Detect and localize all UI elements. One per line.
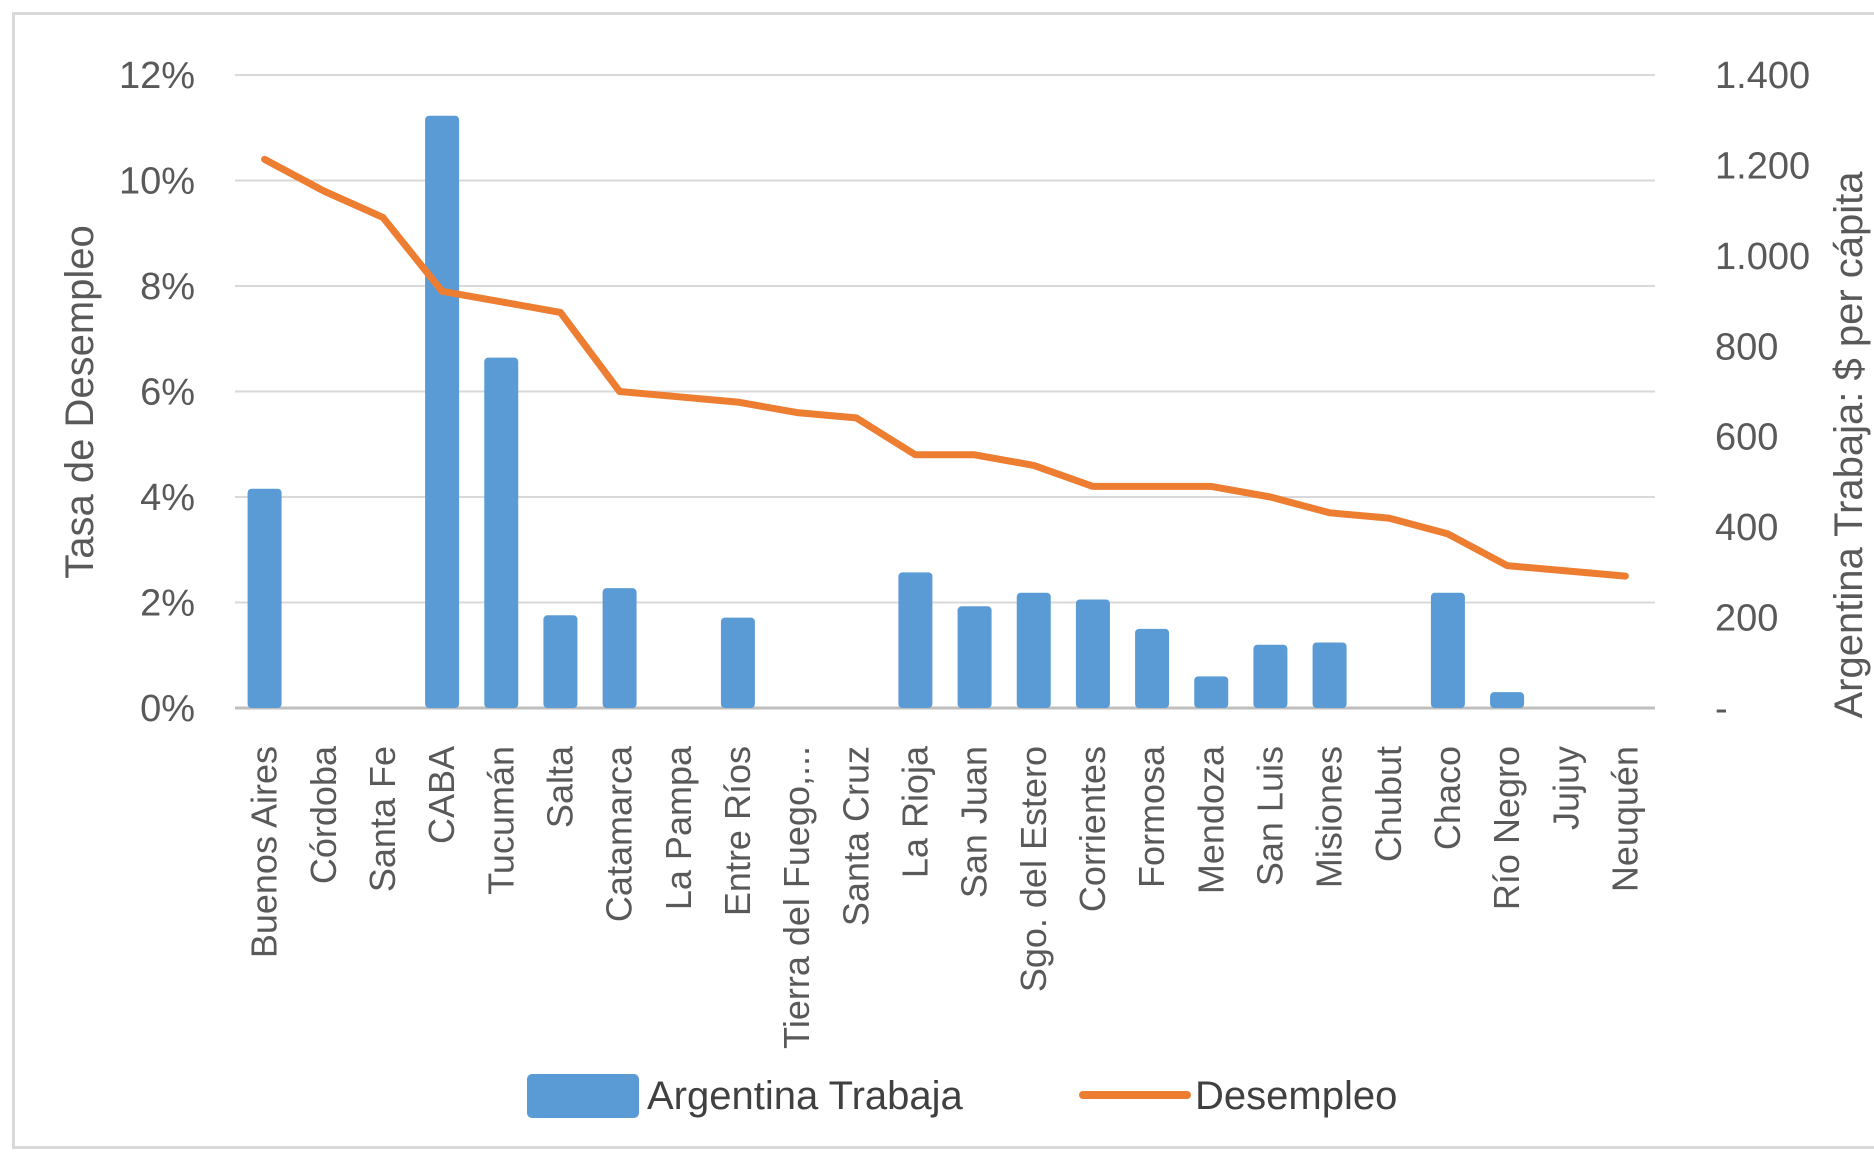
line-point <box>1565 570 1567 572</box>
line-point <box>1269 496 1271 498</box>
right-tick-label: - <box>1715 688 1728 730</box>
legend-label-argentina-trabaja: Argentina Trabaja <box>647 1074 964 1118</box>
line-point <box>264 158 266 160</box>
line-point <box>323 190 325 192</box>
line-point <box>619 391 621 392</box>
line-series <box>261 155 1629 580</box>
category-label: Entre Ríos <box>717 746 758 916</box>
gridlines <box>235 74 1655 710</box>
left-tick-label: 2% <box>140 583 195 625</box>
category-axis: Buenos Aires Córdoba Santa Fe CABA Tucumán Sa… <box>244 745 1646 1049</box>
bar <box>543 615 578 708</box>
left-axis-title: Tasa de Desempleo <box>58 225 102 579</box>
category-label: Misiones <box>1309 746 1350 888</box>
category-label: Tierra del Fuego,... <box>776 746 817 1049</box>
left-tick-label: 0% <box>140 688 195 730</box>
line-point <box>796 412 798 414</box>
category-label: Jujuy <box>1545 746 1586 830</box>
legend-label-desempleo: Desempleo <box>1195 1074 1397 1118</box>
line-point <box>1388 517 1390 519</box>
right-axis-title: Argentina Trabaja: $ per cápita <box>1827 171 1871 719</box>
right-tick-label: 800 <box>1715 326 1778 368</box>
right-tick-label: 1.000 <box>1715 236 1810 278</box>
bar <box>898 572 933 708</box>
bar <box>1016 592 1051 708</box>
left-tick-label: 6% <box>140 372 195 414</box>
bar <box>957 606 992 708</box>
bar <box>602 588 637 708</box>
category-label: San Juan <box>954 746 995 898</box>
line-point <box>1151 485 1153 487</box>
bar <box>720 617 755 708</box>
line-desempleo <box>261 155 1629 580</box>
bar <box>484 357 519 708</box>
right-tick-label: 600 <box>1715 417 1778 459</box>
line-point <box>1506 565 1508 567</box>
bar <box>1430 592 1465 708</box>
chart-frame: 0% 2% 4% 6% 8% 10% 12% - 200 400 600 800 1.000 1.200… <box>12 12 1874 1149</box>
line-point <box>1092 485 1094 487</box>
category-label: Mendoza <box>1190 745 1231 894</box>
bar <box>1312 642 1347 708</box>
category-label: Santa Cruz <box>835 746 876 926</box>
category-label: Salta <box>539 745 580 828</box>
legend-swatch-argentina-trabaja <box>527 1074 639 1118</box>
line-point <box>1447 533 1449 535</box>
category-label: Sgo. del Estero <box>1013 746 1054 992</box>
category-label: Buenos Aires <box>244 746 285 958</box>
right-tick-label: 1.400 <box>1715 55 1810 97</box>
category-label: Neuquén <box>1604 746 1645 892</box>
category-label: Catamarca <box>599 745 640 922</box>
bar <box>1194 676 1229 708</box>
line-point <box>382 216 384 218</box>
line-point <box>737 401 739 403</box>
category-label: Santa Fe <box>362 746 403 892</box>
left-axis: 0% 2% 4% 6% 8% 10% 12% <box>119 55 195 730</box>
right-tick-label: 400 <box>1715 507 1778 549</box>
line-point <box>559 311 561 313</box>
right-tick-label: 1.200 <box>1715 145 1810 187</box>
line-point <box>855 417 857 419</box>
category-label: Formosa <box>1131 745 1172 888</box>
line-point <box>500 301 502 303</box>
category-label: Corrientes <box>1072 746 1113 912</box>
bar <box>247 488 282 708</box>
chart-svg: 0% 2% 4% 6% 8% 10% 12% - 200 400 600 800 1.000 1.200… <box>58 55 1871 1118</box>
category-label: Chaco <box>1427 746 1468 850</box>
line-point <box>1033 464 1035 466</box>
left-tick-label: 8% <box>140 266 195 308</box>
category-label: Chubut <box>1368 746 1409 862</box>
bar-series <box>247 115 1525 708</box>
line-point <box>1329 512 1331 514</box>
category-label: Córdoba <box>303 745 344 884</box>
category-label: La Rioja <box>894 745 935 878</box>
line-point <box>974 454 976 456</box>
bar <box>1490 692 1525 708</box>
bar <box>1075 599 1110 708</box>
left-tick-label: 10% <box>119 161 195 203</box>
bar <box>1253 644 1288 708</box>
right-tick-label: 200 <box>1715 598 1778 640</box>
line-point <box>678 396 680 398</box>
line-point <box>1210 485 1212 487</box>
category-label: Río Negro <box>1486 746 1527 910</box>
line-point <box>441 290 443 292</box>
line-point <box>1624 575 1626 577</box>
right-axis: - 200 400 600 800 1.000 1.200 1.400 <box>1715 55 1810 730</box>
left-tick-label: 4% <box>140 477 195 519</box>
category-label: Tucumán <box>480 746 521 895</box>
left-tick-label: 12% <box>119 55 195 97</box>
category-label: San Luis <box>1249 746 1290 886</box>
category-label: La Pampa <box>658 745 699 910</box>
line-point <box>914 454 916 456</box>
bar <box>425 115 460 708</box>
legend: Argentina Trabaja Desempleo <box>527 1074 1397 1118</box>
category-label: CABA <box>421 746 462 844</box>
bar <box>1135 628 1170 708</box>
